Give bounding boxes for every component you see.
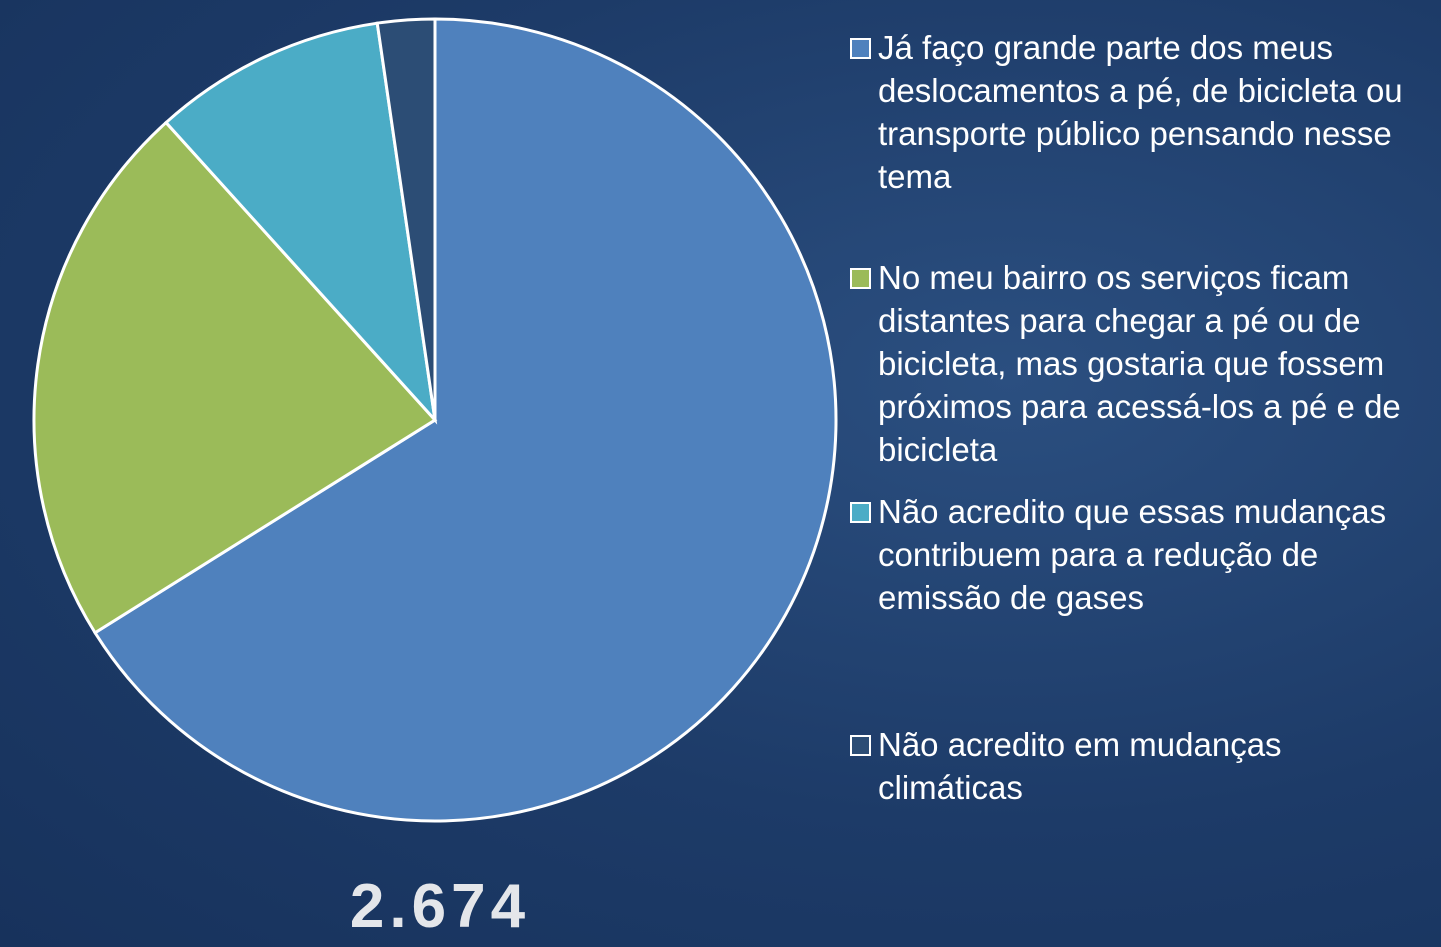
legend-label: Já faço grande parte dos meus deslocamen… xyxy=(878,29,1403,195)
legend-swatch xyxy=(850,268,871,289)
chart xyxy=(32,17,838,823)
legend-swatch xyxy=(850,735,871,756)
legend-swatch xyxy=(850,38,871,59)
pie-slice xyxy=(32,120,438,635)
pie-slice xyxy=(375,17,437,421)
pie-slice xyxy=(93,17,838,823)
legend-entry: Não acredito que essas mudanças contribu… xyxy=(850,490,1425,619)
legend-entry: No meu bairro os serviços ficam distante… xyxy=(850,256,1425,471)
legend-label: Não acredito em mudanças climáticas xyxy=(878,726,1282,806)
pie-slice xyxy=(163,21,438,425)
legend-entry: Já faço grande parte dos meus deslocamen… xyxy=(850,26,1425,198)
legend-label: Não acredito que essas mudanças contribu… xyxy=(878,493,1387,616)
legend-label: No meu bairro os serviços ficam distante… xyxy=(878,259,1401,468)
legend-swatch xyxy=(850,502,871,523)
legend: Já faço grande parte dos meus deslocamen… xyxy=(850,0,1430,947)
legend-entry: Não acredito em mudanças climáticas xyxy=(850,723,1425,809)
total-label: 2.674 xyxy=(349,872,531,941)
